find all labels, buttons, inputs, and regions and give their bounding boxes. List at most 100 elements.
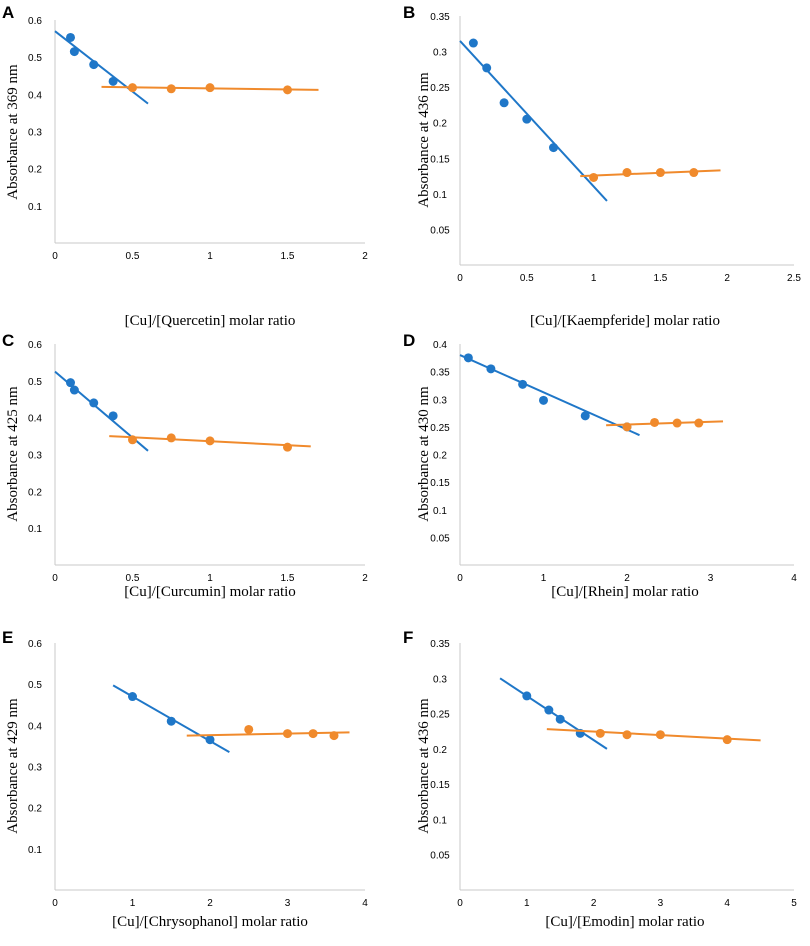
y-tick-label: 0.4 [28, 414, 42, 425]
y-axis-label: Absorbance at 429 nm [5, 698, 21, 834]
y-tick-label: 0.25 [430, 423, 450, 434]
orange-data-point [595, 728, 605, 738]
y-axis-label: Absorbance at 436 nm [416, 698, 432, 834]
panel-a: A 0 0.5 1 1.5 2 0.1 0.2 0.3 0.4 0.5 0.6 [Cu]/[Querce… [2, 3, 368, 329]
blue-data-point [549, 143, 559, 153]
y-tick-label: 0.6 [28, 340, 42, 351]
x-axis-label: [Cu]/[Emodin] molar ratio [545, 914, 704, 930]
x-tick-label: 1 [130, 898, 136, 909]
y-tick-label: 0.5 [28, 377, 42, 388]
orange-data-point [622, 730, 632, 740]
x-tick-label: 1 [524, 898, 530, 909]
blue-data-point [555, 714, 565, 724]
x-axis-label: [Cu]/[Curcumin] molar ratio [124, 584, 296, 600]
x-tick-label: 2 [362, 573, 368, 584]
blue-data-point [128, 692, 137, 702]
x-tick-label: 1 [591, 273, 597, 284]
blue-data-point [486, 364, 496, 374]
x-tick-label: 0.5 [126, 573, 140, 584]
blue-data-point [89, 398, 99, 408]
blue-data-point [108, 76, 118, 86]
orange-data-point [283, 729, 292, 739]
y-axis-label: Absorbance at 430 nm [416, 386, 432, 522]
y-tick-label: 0.15 [430, 478, 450, 489]
y-tick-label: 0.2 [433, 745, 447, 756]
y-tick-label: 0.05 [430, 533, 450, 544]
y-axis-label: Absorbance at 436 nm [416, 72, 432, 208]
y-tick-label: 0.2 [433, 119, 447, 130]
x-tick-label: 1 [207, 573, 213, 584]
y-tick-label: 0.2 [433, 451, 447, 462]
y-tick-label: 0.1 [28, 202, 42, 213]
x-tick-label: 1.5 [653, 273, 667, 284]
y-tick-label: 0.35 [430, 368, 450, 379]
panel-letter: A [2, 3, 14, 22]
blue-data-point [66, 32, 75, 42]
blue-data-point [539, 395, 548, 405]
y-tick-label: 0.5 [28, 680, 42, 691]
y-tick-label: 0.3 [433, 48, 447, 59]
x-tick-label: 1.5 [281, 251, 295, 262]
orange-data-point [205, 436, 215, 446]
panel-e: E 0 1 2 3 4 0.1 0.2 0.3 0.4 0.5 0.6 [Cu]/[Chrysophan… [2, 628, 368, 930]
x-tick-label: 0 [457, 898, 463, 909]
blue-data-point [580, 411, 590, 421]
x-axis-label: [Cu]/[Rhein] molar ratio [551, 584, 698, 600]
y-tick-label: 0.35 [430, 639, 450, 650]
orange-data-point [655, 168, 665, 178]
x-tick-label: 0 [457, 273, 463, 284]
blue-data-point [482, 63, 492, 73]
orange-data-point [689, 168, 699, 178]
y-tick-label: 0.1 [433, 190, 447, 201]
panel-d: D 0 1 2 3 4 0.05 0.1 0.15 0.2 0.25 0.3 0.35 0.4 [Cu]/[… [403, 331, 797, 600]
x-axis-label: [Cu]/[Kaempferide] molar ratio [530, 313, 720, 329]
orange-data-point [694, 418, 704, 428]
x-tick-label: 0 [52, 251, 58, 262]
blue-fit-line [499, 677, 608, 750]
blue-data-point [499, 98, 509, 108]
y-tick-label: 0.3 [433, 674, 447, 685]
blue-data-point [108, 411, 118, 421]
y-tick-label: 0.3 [28, 763, 42, 774]
x-tick-label: 1.5 [281, 573, 295, 584]
orange-data-point [283, 85, 292, 95]
orange-data-point [283, 442, 292, 452]
orange-data-point [622, 422, 632, 432]
y-tick-label: 0.3 [433, 395, 447, 406]
y-tick-label: 0.25 [430, 83, 450, 94]
x-tick-label: 0 [52, 573, 58, 584]
x-tick-label: 3 [285, 898, 291, 909]
x-tick-label: 0.5 [520, 273, 534, 284]
orange-fit-line [580, 169, 721, 178]
y-axis-label: Absorbance at 369 nm [5, 64, 21, 200]
x-tick-label: 4 [362, 898, 368, 909]
y-tick-label: 0.6 [28, 16, 42, 27]
x-tick-label: 0 [457, 573, 463, 584]
orange-data-point [205, 83, 215, 93]
panel-letter: F [403, 628, 413, 647]
blue-data-point [518, 379, 528, 389]
y-tick-label: 0.05 [430, 225, 450, 236]
orange-data-point [128, 435, 137, 445]
y-tick-label: 0.1 [433, 506, 447, 517]
blue-data-point [544, 705, 554, 715]
y-axis-label: Absorbance at 425 nm [5, 386, 21, 522]
x-tick-label: 2 [724, 273, 730, 284]
x-tick-label: 4 [791, 573, 797, 584]
orange-data-point [589, 172, 599, 182]
x-tick-label: 2 [362, 251, 368, 262]
x-axis-label: [Cu]/[Quercetin] molar ratio [125, 313, 296, 329]
orange-data-point [166, 433, 176, 443]
y-tick-label: 0.3 [28, 451, 42, 462]
panel-letter: D [403, 331, 415, 350]
orange-data-point [622, 168, 632, 178]
y-tick-label: 0.5 [28, 53, 42, 64]
orange-data-point [655, 730, 665, 740]
y-tick-label: 0.15 [430, 154, 450, 165]
orange-data-point [329, 731, 339, 741]
y-tick-label: 0.4 [28, 721, 42, 732]
y-tick-label: 0.3 [28, 128, 42, 139]
orange-data-point [128, 83, 137, 93]
y-tick-label: 0.4 [433, 340, 447, 351]
